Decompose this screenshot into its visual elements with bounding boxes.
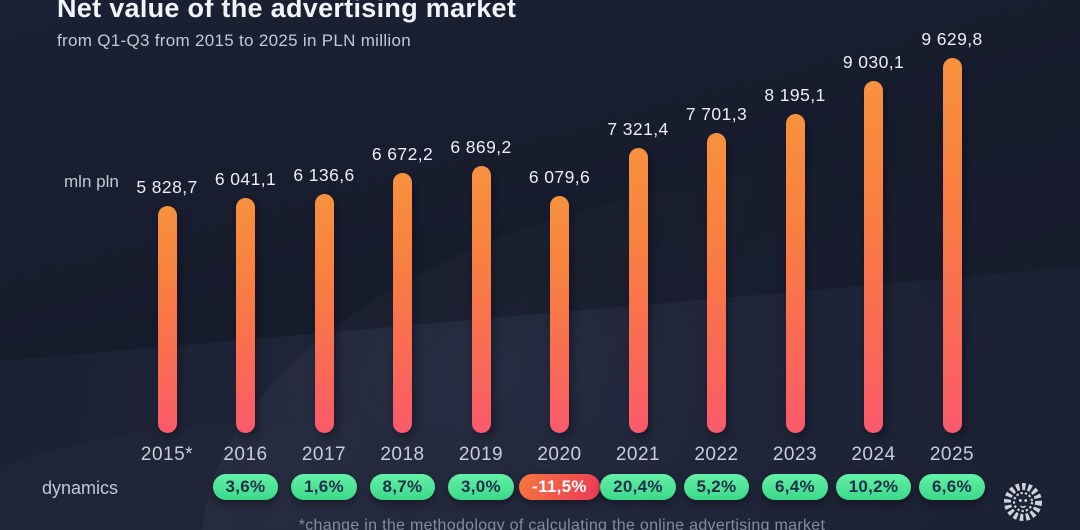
year-label: 2023 — [772, 444, 818, 465]
value-label: 7 321,4 — [607, 119, 669, 139]
dynamics-pill-wrap: 3,0% — [421, 474, 541, 500]
bar-2025 — [942, 58, 962, 433]
dynamics-pill: 6,6% — [919, 474, 985, 500]
year-label: 2018 — [380, 444, 425, 465]
dynamics-pill: 3,6% — [212, 474, 279, 500]
dynamics-pill: 8,7% — [369, 474, 436, 500]
bar-2020 — [550, 196, 569, 433]
dynamics-pill: 6,4% — [762, 474, 828, 500]
footnote: *change in the methodology of calculatin… — [298, 517, 826, 530]
value-label: 6 672,2 — [371, 144, 434, 164]
bar-2019 — [471, 166, 491, 433]
dynamics-pill-wrap: 6,6% — [892, 474, 1012, 500]
dynamics-pill-wrap: 5,2% — [657, 474, 777, 500]
dynamics-pill-wrap: 10,2% — [814, 474, 934, 500]
dynamics-pill-wrap: -11,5% — [500, 474, 620, 500]
chart-header: Net value of the advertising market from… — [57, 0, 516, 51]
dynamics-pill-wrap: 8,7% — [343, 474, 463, 500]
bar-2021 — [628, 148, 648, 433]
bar-2024 — [864, 81, 883, 433]
bar-2023 — [785, 114, 805, 433]
bar-2016 — [236, 198, 255, 433]
value-label: 6 136,6 — [293, 165, 355, 185]
value-label: 6 041,1 — [214, 169, 277, 189]
dynamics-pill-wrap: 6,4% — [735, 474, 855, 500]
dynamics-pill: 5,2% — [683, 474, 750, 500]
value-label: 7 701,3 — [685, 104, 748, 124]
dynamics-row-label: dynamics — [42, 478, 119, 498]
chart-title: Net value of the advertising market — [57, 0, 517, 23]
value-label: 5 828,7 — [136, 177, 198, 197]
publicis-lion-icon — [1004, 483, 1042, 521]
year-label: 2019 — [458, 444, 504, 465]
year-label: 2020 — [537, 444, 582, 465]
value-label: 6 079,6 — [528, 167, 591, 187]
year-label: 2025 — [929, 444, 975, 465]
value-label: 9 030,1 — [842, 52, 905, 72]
dynamics-pill: 3,0% — [448, 474, 514, 500]
bar-2015 — [157, 206, 177, 433]
year-label: 2021 — [615, 444, 661, 465]
dynamics-pill: 10,2% — [835, 474, 912, 500]
year-label: 2024 — [851, 444, 896, 465]
bar-2017 — [314, 194, 334, 433]
value-label: 6 869,2 — [450, 137, 512, 157]
chart-subtitle: from Q1-Q3 from 2015 to 2025 in PLN mill… — [57, 31, 411, 50]
dynamics-pill: 1,6% — [291, 474, 357, 500]
value-label: 9 629,8 — [921, 29, 983, 49]
year-label: 2016 — [223, 444, 268, 465]
dynamics-pill-wrap: 1,6% — [264, 474, 384, 500]
year-label: 2017 — [301, 444, 347, 465]
bar-2022 — [707, 133, 726, 433]
dynamics-pill-wrap: 20,4% — [578, 474, 698, 500]
value-label: 8 195,1 — [764, 85, 826, 105]
dynamics-pill: 20,4% — [600, 474, 676, 500]
year-label: 2022 — [694, 444, 739, 465]
unit-label: mln pln — [64, 172, 119, 191]
publicis-logo: PUBLICIS — [988, 482, 1058, 530]
dynamics-pill: -11,5% — [519, 474, 600, 500]
bar-2018 — [393, 173, 412, 433]
dynamics-pill-wrap: 3,6% — [186, 474, 306, 500]
year-label: 2015* — [140, 444, 194, 465]
